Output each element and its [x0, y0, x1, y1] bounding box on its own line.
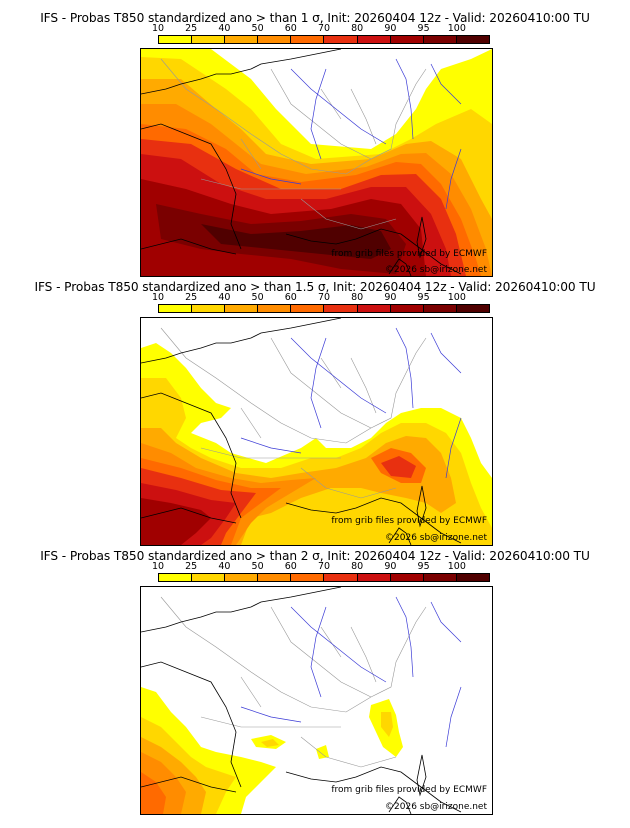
- panel-2-probability-map: [141, 318, 492, 545]
- colorbar-swatches: [158, 35, 490, 44]
- panel-2-map: from grib files provided by ECMWF ©2026 …: [140, 317, 493, 546]
- rivers: [240, 596, 462, 748]
- panel-2-colorbar: 10 25 40 50 60 70 80 90 95 100: [152, 292, 490, 316]
- panel-3-title: IFS - Probas T850 standardized ano > tha…: [40, 549, 590, 563]
- panel-1-credit-copyright: ©2026 sb@irizone.net: [385, 265, 487, 275]
- colorbar-label: 100: [447, 292, 466, 303]
- colorbar-label: 25: [185, 292, 198, 303]
- panel-2-credit-source: from grib files provided by ECMWF: [331, 516, 487, 526]
- rivers: [240, 327, 462, 479]
- colorbar-swatch: [291, 36, 325, 43]
- colorbar-swatch: [324, 574, 358, 581]
- colorbar-swatch: [159, 574, 193, 581]
- colorbar-label: 70: [317, 561, 331, 572]
- colorbar-label: 95: [417, 561, 430, 572]
- colorbar-swatch: [456, 36, 489, 43]
- panel-3-colorbar: 10 25 40 50 60 70 80 90 95 100: [152, 561, 490, 585]
- colorbar-swatch: [390, 36, 424, 43]
- colorbar-label: 40: [218, 23, 231, 34]
- coastline: [141, 49, 462, 276]
- colorbar-swatch: [291, 305, 325, 312]
- colorbar-swatch: [258, 36, 292, 43]
- colorbar-label: 100: [447, 561, 466, 572]
- colorbar-label: 80: [351, 292, 364, 303]
- colorbar-swatch: [324, 36, 358, 43]
- colorbar-swatch: [258, 574, 292, 581]
- colorbar-swatch: [423, 305, 457, 312]
- colorbar-label: 60: [284, 561, 297, 572]
- colorbar-label: 80: [351, 23, 364, 34]
- colorbar-label: 95: [417, 23, 430, 34]
- colorbar-label: 60: [284, 292, 297, 303]
- colorbar-label: 50: [251, 23, 264, 34]
- panel-2-title: IFS - Probas T850 standardized ano > tha…: [34, 280, 596, 294]
- panel-1-probability-map: [141, 49, 492, 276]
- panel-1-colorbar: 10 25 40 50 60 70 80 90 95 100: [152, 23, 490, 47]
- admin-borders: [160, 327, 427, 499]
- colorbar-swatch: [390, 305, 424, 312]
- colorbar-swatch: [423, 574, 457, 581]
- admin-borders: [160, 596, 427, 768]
- colorbar-swatch: [456, 574, 489, 581]
- colorbar-swatches: [158, 573, 490, 582]
- colorbar-label: 70: [317, 23, 331, 34]
- colorbar-swatch: [225, 305, 259, 312]
- colorbar-label: 90: [384, 292, 397, 303]
- colorbar-label: 60: [284, 23, 297, 34]
- colorbar-label: 90: [384, 561, 397, 572]
- colorbar-swatch: [357, 36, 391, 43]
- colorbar-label: 25: [185, 561, 198, 572]
- panel-2-credit-copyright: ©2026 sb@irizone.net: [385, 533, 487, 543]
- colorbar-label: 40: [218, 561, 231, 572]
- colorbar-label: 50: [251, 561, 264, 572]
- colorbar-swatch: [225, 574, 259, 581]
- colorbar-swatch: [192, 574, 226, 581]
- colorbar-swatch: [192, 305, 226, 312]
- colorbar-label: 90: [384, 23, 397, 34]
- colorbar-swatch: [159, 305, 193, 312]
- probability-contour-25: [141, 712, 393, 814]
- colorbar-swatch: [357, 574, 391, 581]
- colorbar-label: 10: [151, 561, 165, 572]
- colorbar-swatch: [291, 574, 325, 581]
- colorbar-swatch: [423, 36, 457, 43]
- panel-1-credit-source: from grib files provided by ECMWF: [331, 249, 487, 259]
- colorbar-label: 25: [185, 23, 198, 34]
- colorbar-label: 10: [151, 23, 165, 34]
- panel-3-credit-source: from grib files provided by ECMWF: [331, 785, 487, 795]
- colorbar-swatch: [159, 36, 193, 43]
- panel-1-title: IFS - Probas T850 standardized ano > tha…: [40, 11, 590, 25]
- coastline: [141, 587, 462, 814]
- colorbar-label: 10: [151, 292, 165, 303]
- colorbar-swatch: [258, 305, 292, 312]
- panel-1-map: from grib files provided by ECMWF ©2026 …: [140, 48, 493, 277]
- colorbar-label: 95: [417, 292, 430, 303]
- colorbar-swatch: [225, 36, 259, 43]
- probability-contour-60: [141, 772, 166, 814]
- colorbar-label: 50: [251, 292, 264, 303]
- colorbar-swatch: [357, 305, 391, 312]
- probability-contour-100: [201, 224, 391, 259]
- panel-3-map: from grib files provided by ECMWF ©2026 …: [140, 586, 493, 815]
- probability-contour-90: [141, 498, 211, 545]
- colorbar-swatches: [158, 304, 490, 313]
- rivers: [240, 58, 462, 210]
- colorbar-label: 100: [447, 23, 466, 34]
- colorbar-label: 40: [218, 292, 231, 303]
- admin-borders: [160, 58, 427, 230]
- colorbar-swatch: [324, 305, 358, 312]
- panel-3-credit-copyright: ©2026 sb@irizone.net: [385, 802, 487, 812]
- colorbar-label: 80: [351, 561, 364, 572]
- colorbar-swatch: [456, 305, 489, 312]
- coastline: [141, 318, 462, 545]
- colorbar-swatch: [192, 36, 226, 43]
- colorbar-label: 70: [317, 292, 331, 303]
- colorbar-swatch: [390, 574, 424, 581]
- panel-3-probability-map: [141, 587, 462, 814]
